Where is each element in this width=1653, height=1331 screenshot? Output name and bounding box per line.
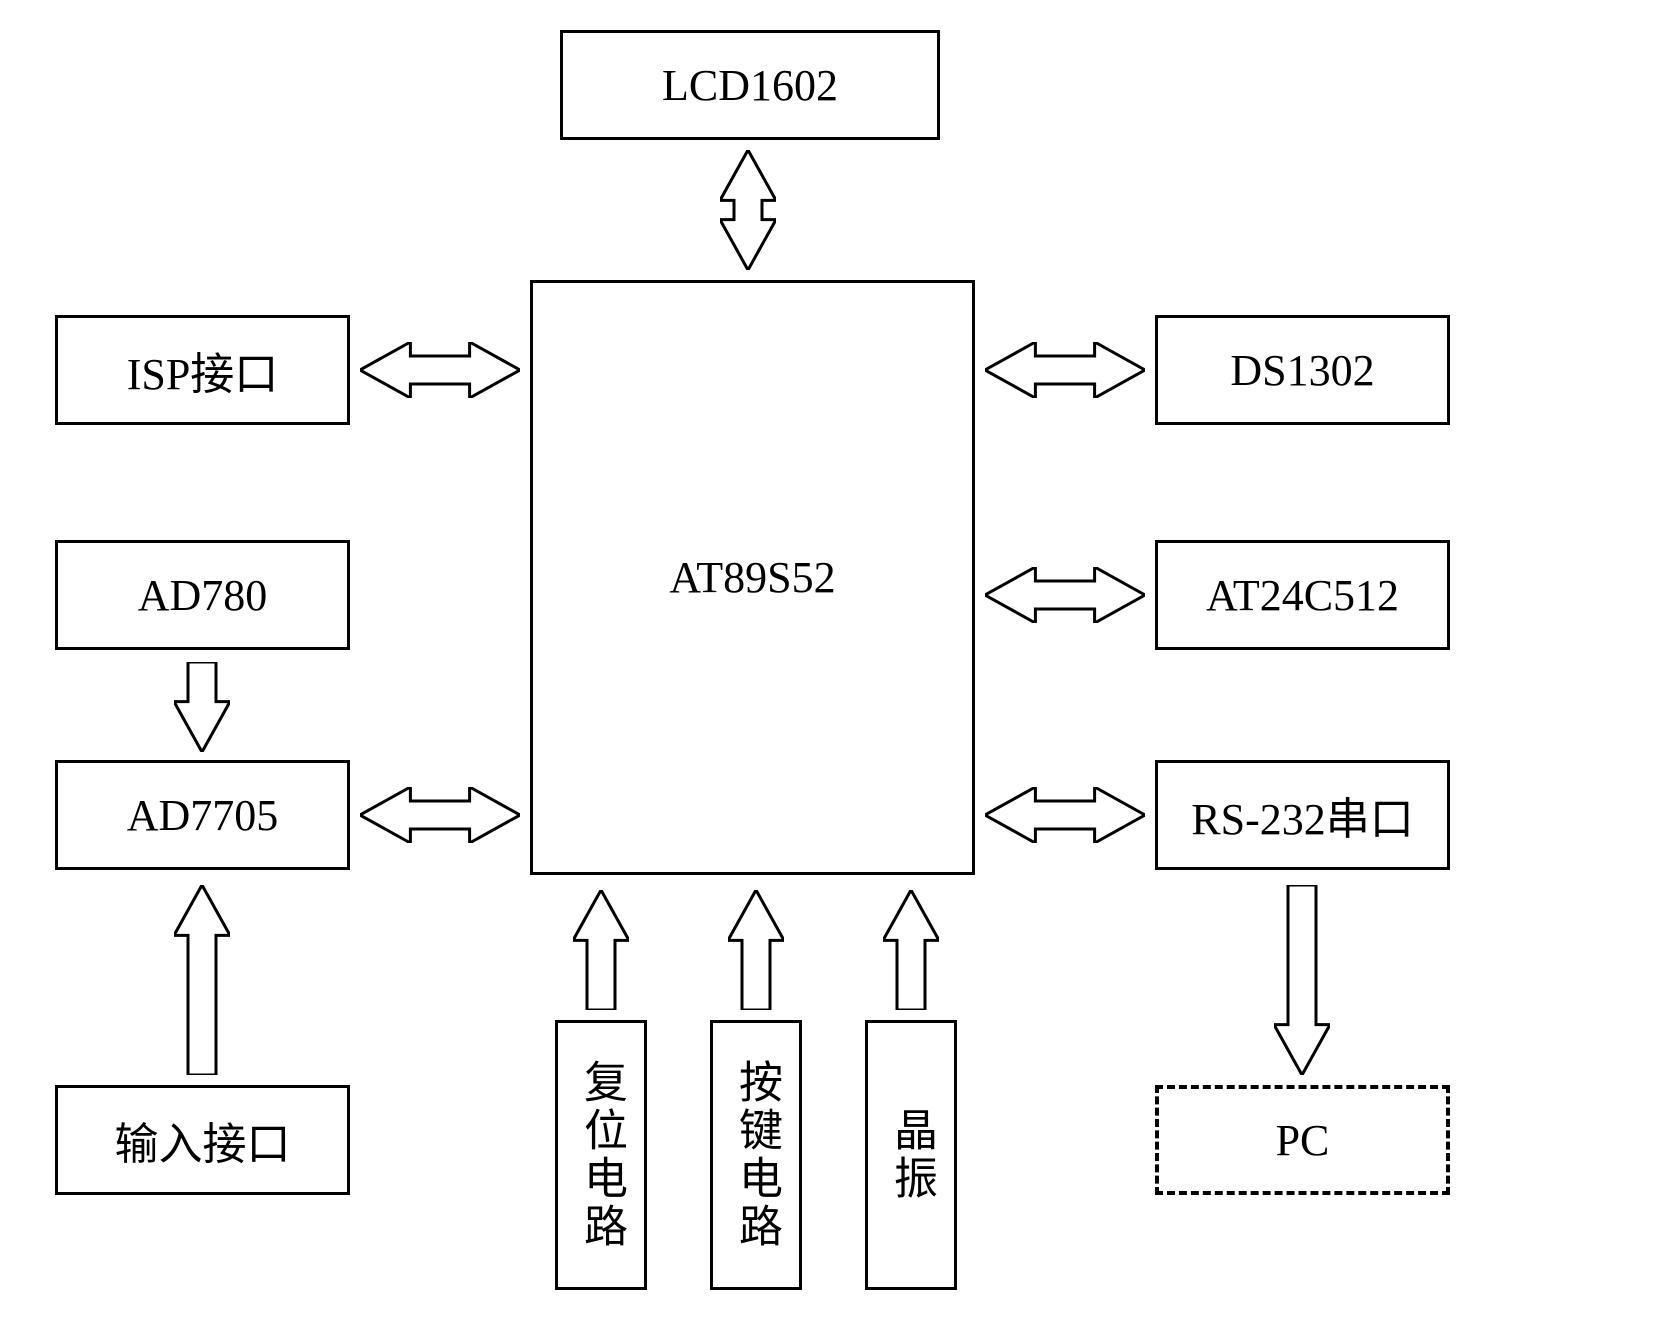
label-pc: PC	[1276, 1115, 1330, 1166]
label-at24c512: AT24C512	[1206, 570, 1399, 621]
label-at89s52: AT89S52	[669, 552, 835, 603]
arrow-reset-mcu	[573, 890, 629, 1010]
arrow-input-ad7705	[174, 885, 230, 1075]
block-crystal: 晶振	[865, 1020, 957, 1290]
block-lcd1602: LCD1602	[560, 30, 940, 140]
arrow-keypad-mcu	[728, 890, 784, 1010]
block-at89s52: AT89S52	[530, 280, 975, 875]
block-pc: PC	[1155, 1085, 1450, 1195]
arrow-isp-mcu	[360, 342, 520, 398]
block-ds1302: DS1302	[1155, 315, 1450, 425]
arrow-ad7705-mcu	[360, 787, 520, 843]
arrow-rs232-pc	[1274, 885, 1330, 1075]
arrow-rs232-mcu	[985, 787, 1145, 843]
label-crystal: 晶振	[879, 1107, 943, 1203]
block-at24c512: AT24C512	[1155, 540, 1450, 650]
label-ad780: AD780	[138, 570, 268, 621]
arrow-ad780-ad7705	[174, 662, 230, 752]
arrow-crystal-mcu	[883, 890, 939, 1010]
label-ds1302: DS1302	[1230, 345, 1374, 396]
label-reset-circuit: 复位电路	[569, 1059, 633, 1251]
arrow-ds1302-mcu	[985, 342, 1145, 398]
block-ad780: AD780	[55, 540, 350, 650]
block-reset-circuit: 复位电路	[555, 1020, 647, 1290]
block-keypad-circuit: 按键电路	[710, 1020, 802, 1290]
label-lcd1602: LCD1602	[662, 60, 838, 111]
block-isp: ISP接口	[55, 315, 350, 425]
label-isp: ISP接口	[127, 338, 279, 402]
block-input-interface: 输入接口	[55, 1085, 350, 1195]
label-input-interface: 输入接口	[115, 1108, 291, 1172]
block-ad7705: AD7705	[55, 760, 350, 870]
arrow-at24c512-mcu	[985, 567, 1145, 623]
label-ad7705: AD7705	[127, 790, 279, 841]
arrow-lcd-mcu	[720, 150, 776, 270]
label-keypad-circuit: 按键电路	[724, 1059, 788, 1251]
label-rs232: RS-232串口	[1191, 783, 1413, 847]
block-rs232: RS-232串口	[1155, 760, 1450, 870]
